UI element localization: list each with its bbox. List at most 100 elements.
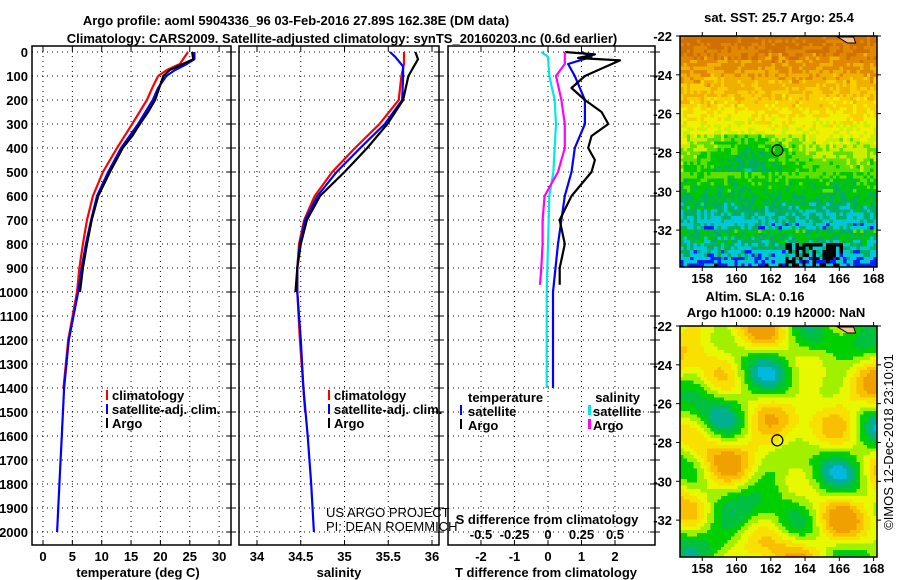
legend-swatch-s-satellite (588, 405, 591, 415)
x-tick-label: 20 (153, 549, 167, 564)
legend-swatch-t-argo (460, 419, 462, 429)
credit-line1: US ARGO PROJECT (326, 505, 450, 520)
legend-title-salinity: salinity (595, 390, 641, 405)
y-tick-label: 0 (21, 45, 28, 60)
x2-tick-label: -0.5 (470, 527, 492, 542)
y-tick-label: 200 (6, 93, 28, 108)
map-lat-label: -32 (653, 223, 672, 238)
plot-frame-0 (31, 45, 232, 546)
x-tick-label: 0 (39, 549, 46, 564)
map-lon-label: 160 (726, 561, 748, 576)
map-lat-label: -22 (653, 319, 672, 334)
legend-label-s-satellite: satellite (593, 404, 641, 419)
series-line-temperature-satellite (551, 51, 593, 388)
x-tick-label: 2 (611, 549, 618, 564)
legend-label-t-argo: Argo (468, 418, 498, 433)
legend-label-s-argo: Argo (593, 418, 623, 433)
x-tick-label: 36 (425, 549, 439, 564)
y-tick-label: 1600 (0, 429, 28, 444)
map-frame (679, 35, 878, 268)
legend-label-argo: Argo (334, 416, 364, 431)
map-lat-label: -28 (653, 435, 672, 450)
y-tick-label: 1500 (0, 405, 28, 420)
legend-label-t-satellite: satellite (468, 404, 516, 419)
map-lat-label: -26 (653, 397, 672, 412)
y-tick-label: 800 (6, 237, 28, 252)
island-coastline (835, 326, 857, 334)
map-lat-label: -24 (653, 358, 673, 373)
x2-tick-label: 0.25 (569, 527, 594, 542)
imos-timestamp: ©IMOS 12-Dec-2018 23:10:01 (881, 354, 896, 530)
y-tick-label: 500 (6, 165, 28, 180)
legend-swatch-s-argo (588, 419, 591, 429)
map-lon-label: 160 (726, 271, 748, 286)
map-lat-label: -26 (653, 107, 672, 122)
x-tick-label: 34.5 (288, 549, 313, 564)
legend-swatch-argo (328, 418, 330, 428)
x-tick-label: 15 (124, 549, 138, 564)
series-line-climatology (62, 51, 189, 389)
y-tick-label: 300 (6, 117, 28, 132)
x-tick-label: 1 (578, 549, 585, 564)
map-lat-label: -30 (653, 474, 672, 489)
legend-label-argo: Argo (112, 416, 142, 431)
x-axis-label-salinity: salinity (317, 565, 363, 580)
float-location-marker (771, 434, 784, 447)
sla-map-title1: Altim. SLA: 0.16 (706, 289, 805, 304)
legend-swatch-satellite (106, 404, 108, 414)
sst-map-title: sat. SST: 25.7 Argo: 25.4 (704, 10, 855, 25)
x-tick-label: 35.5 (376, 549, 401, 564)
y-tick-label: 2000 (0, 525, 28, 540)
series-line-argo (78, 51, 195, 293)
x-tick-label: 34 (250, 549, 265, 564)
legend-swatch-satellite (328, 404, 330, 414)
map-lon-label: 164 (794, 561, 816, 576)
x-axis-label-t-difference: T difference from climatology (455, 565, 638, 580)
map-lon-label: 162 (760, 271, 782, 286)
legend-difference: temperature satellite Argo salinity sate… (460, 390, 641, 433)
legend-swatch-climatology (328, 390, 330, 400)
y-tick-label: 1400 (0, 381, 28, 396)
x-tick-label: 35 (337, 549, 351, 564)
y-tick-label: 400 (6, 141, 28, 156)
map-lat-label: -24 (653, 68, 673, 83)
island-coastline (835, 36, 857, 44)
legend-label-satellite: satellite-adj. clim. (334, 402, 442, 417)
y-tick-label: 1000 (0, 285, 28, 300)
y-tick-label: 1300 (0, 357, 28, 372)
float-location-marker (771, 144, 784, 157)
y-tick-label: 1700 (0, 453, 28, 468)
map-lon-label: 164 (794, 271, 816, 286)
x-tick-label: 10 (94, 549, 108, 564)
y-tick-label: 900 (6, 261, 28, 276)
map-lat-label: -32 (653, 513, 672, 528)
map-lon-label: 166 (828, 271, 850, 286)
x-tick-label: 5 (69, 549, 76, 564)
x2-axis-label-s-difference: S difference from climatology (456, 512, 640, 527)
legend-swatch-argo (106, 418, 108, 428)
map-lat-label: -28 (653, 145, 672, 160)
plot-frame-1 (238, 45, 440, 546)
series-line-temperature-argo (558, 50, 622, 285)
legend-swatch-climatology (106, 390, 108, 400)
y-tick-label: 600 (6, 189, 28, 204)
map-frame (679, 325, 878, 558)
x2-tick-label: 0 (544, 527, 551, 542)
map-lon-label: 158 (691, 561, 713, 576)
map-lon-label: 166 (828, 561, 850, 576)
title-line2: Climatology: CARS2009. Satellite-adjuste… (67, 31, 618, 46)
x-tick-label: -2 (475, 549, 487, 564)
x-tick-label: 25 (183, 549, 197, 564)
y-tick-label: 1200 (0, 333, 28, 348)
y-tick-label: 700 (6, 213, 28, 228)
x2-tick-label: -0.25 (500, 527, 530, 542)
map-lon-label: 158 (691, 271, 713, 286)
legend-salinity: climatology satellite-adj. clim. Argo (328, 388, 442, 431)
x-tick-label: 30 (212, 549, 226, 564)
map-lon-label: 168 (863, 561, 885, 576)
legend-label-satellite: satellite-adj. clim. (112, 402, 220, 417)
map-lat-label: -22 (653, 29, 672, 44)
sla-map-image (680, 326, 877, 557)
